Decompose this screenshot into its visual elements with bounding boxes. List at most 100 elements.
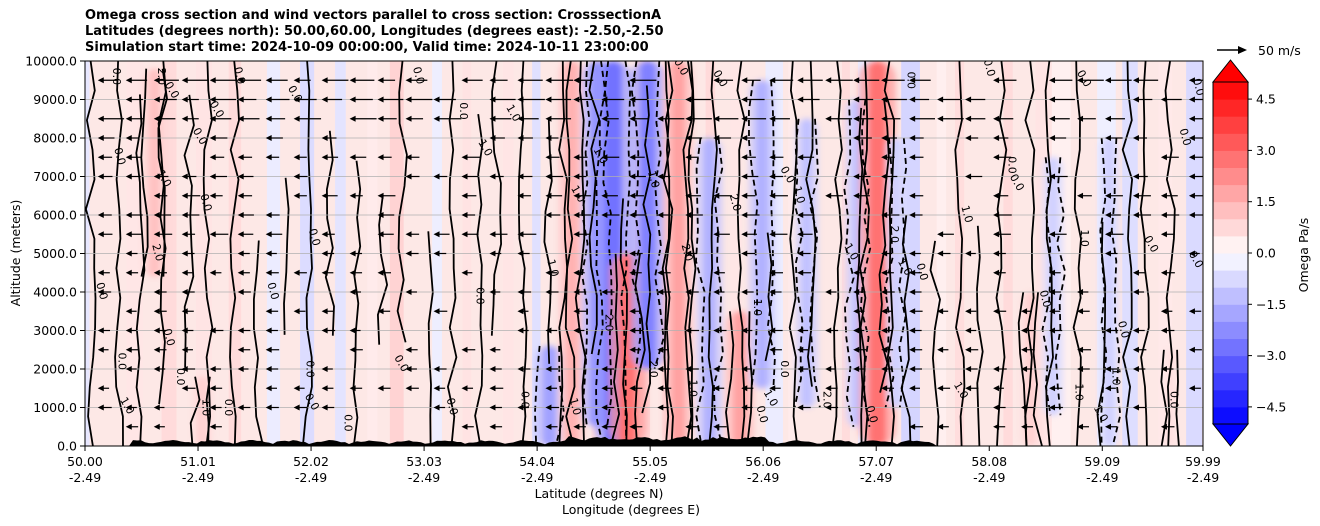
- colorbar-segment: [1213, 355, 1248, 374]
- chart-title-line-2: Latitudes (degrees north): 50.00,60.00, …: [85, 24, 664, 39]
- wind-vector-head: [433, 96, 440, 103]
- wind-vector-head: [545, 96, 552, 103]
- contour-line: [929, 240, 941, 446]
- wind-vector-head: [405, 96, 412, 103]
- wind-vector-head: [1021, 327, 1028, 334]
- contour-line-negative: [602, 61, 613, 427]
- contour-line-negative: [793, 118, 804, 408]
- wind-vector-head: [125, 135, 132, 141]
- colorbar-segment: [1213, 253, 1248, 271]
- wind-vector-head: [741, 366, 748, 372]
- contour-labels: 0.0 0.0 1.0 0.0 0.0 1.0 2.0 2.0 0.0 0.0 0.0 0.0 0.0 1…: [93, 61, 1203, 432]
- wind-vector-head: [601, 423, 608, 430]
- wind-vector-head: [461, 173, 468, 180]
- wind-vector-head: [461, 385, 468, 392]
- x-tick-label-lon: -2.49: [747, 470, 779, 485]
- wind-vector-head: [237, 231, 244, 238]
- wind-vector-head: [601, 385, 608, 392]
- contour-label: 1.0: [567, 396, 584, 416]
- quiver-key-label: 50 m/s: [1258, 43, 1301, 58]
- wind-vector-head: [1132, 212, 1139, 218]
- x-tick-label-lat: 56.06: [745, 454, 781, 469]
- wind-vector-head: [433, 404, 440, 411]
- wind-vector-head: [881, 250, 888, 257]
- x-tick-label-lat: 53.03: [406, 454, 442, 469]
- wind-vector-head: [293, 154, 300, 161]
- y-axis-label: Altitude (meters): [8, 200, 23, 307]
- wind-vector-head: [125, 212, 132, 218]
- wind-vector-head: [517, 77, 524, 84]
- wind-vector-head: [1077, 192, 1084, 199]
- wind-vector-head: [125, 308, 132, 315]
- wind-vector-head: [601, 96, 608, 103]
- contour-label: 1.0: [1072, 383, 1085, 401]
- wind-vector-head: [909, 135, 916, 141]
- wind-vector-head: [741, 212, 748, 218]
- wind-vector-head: [965, 173, 972, 180]
- wind-vector-head: [97, 212, 104, 218]
- wind-vector-head: [433, 385, 440, 392]
- wind-vector-head: [741, 192, 748, 199]
- contour-label: 0.0: [518, 391, 531, 409]
- wind-vector-head: [349, 385, 356, 392]
- wind-vector-head: [209, 154, 216, 161]
- wind-vector-head: [965, 135, 972, 141]
- wind-vector-head: [489, 289, 496, 295]
- wind-vector-head: [461, 154, 468, 161]
- wind-vector-head: [909, 385, 916, 392]
- contour-label: 0.0: [342, 414, 355, 432]
- wind-vector-head: [993, 423, 1000, 430]
- wind-vector-head: [881, 135, 888, 141]
- wind-vector-head: [1049, 135, 1056, 141]
- wind-vector-head: [1104, 327, 1111, 334]
- wind-vector-head: [1188, 250, 1195, 257]
- wind-vector-head: [1049, 115, 1056, 122]
- wind-vector-head: [741, 289, 748, 295]
- contour-line: [855, 107, 864, 446]
- wind-vector-head: [545, 327, 552, 334]
- y-tick-label: 7000.0: [33, 169, 77, 184]
- wind-vector-head: [797, 154, 804, 161]
- wind-vector-head: [125, 404, 132, 411]
- wind-vector-head: [1049, 173, 1056, 180]
- contour-label: 1.0: [1109, 368, 1122, 386]
- wind-vector-head: [181, 231, 188, 238]
- wind-vector-head: [1160, 308, 1167, 315]
- wind-vector-head: [1188, 385, 1195, 392]
- wind-vector-head: [629, 385, 636, 392]
- wind-vector-head: [881, 173, 888, 180]
- colorbar-segment: [1213, 304, 1248, 322]
- y-tick-label: 8000.0: [33, 131, 77, 146]
- wind-vector-head: [237, 250, 244, 257]
- wind-vectors: [97, 77, 1203, 430]
- wind-vector-head: [321, 366, 328, 372]
- wind-vector-head: [741, 135, 748, 141]
- wind-vector-head: [1132, 77, 1139, 84]
- wind-vector-head: [853, 366, 860, 372]
- wind-vector-head: [181, 173, 188, 180]
- wind-vector-head: [349, 192, 356, 199]
- wind-vector-head: [825, 404, 832, 411]
- wind-vector-head: [321, 96, 328, 103]
- wind-vector-head: [657, 269, 664, 276]
- contour-label: 0.0: [93, 281, 110, 301]
- wind-vector-head: [937, 231, 944, 238]
- wind-vector-head: [629, 346, 636, 353]
- wind-vector-head: [601, 115, 608, 122]
- wind-vector-head: [993, 154, 1000, 161]
- chart-title-line-3: Simulation start time: 2024-10-09 00:00:…: [85, 40, 649, 55]
- contour-label: 2.0: [149, 242, 166, 262]
- colorbar-tick-label: 1.5: [1256, 194, 1276, 209]
- wind-vector-head: [125, 115, 132, 122]
- contour-line-positive: [140, 68, 149, 277]
- chart-title-block: Omega cross section and wind vectors par…: [85, 8, 1185, 56]
- contour-label: 0.0: [264, 281, 281, 301]
- wind-vector-head: [489, 173, 496, 180]
- wind-vector-head: [181, 250, 188, 257]
- wind-vector-head: [517, 327, 524, 334]
- wind-vector-head: [601, 212, 608, 218]
- contour-label: 2.0: [647, 360, 660, 378]
- wind-vector-head: [293, 404, 300, 411]
- wind-vector-head: [573, 269, 580, 276]
